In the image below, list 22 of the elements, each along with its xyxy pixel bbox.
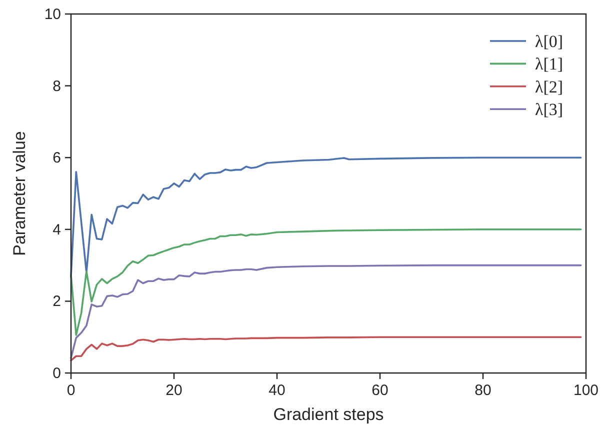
legend-label: λ[2] <box>535 77 564 96</box>
x-tick-label: 100 <box>573 382 599 399</box>
legend-label: λ[0] <box>535 32 564 51</box>
y-tick-label: 6 <box>52 150 61 167</box>
line-series <box>70 336 582 362</box>
x-axis-title: Gradient steps <box>273 405 384 424</box>
x-tick-label: 20 <box>166 382 182 399</box>
line-series <box>70 156 582 278</box>
x-tick-label: 0 <box>66 382 76 399</box>
line-series <box>70 264 582 359</box>
legend-label: λ[1] <box>535 54 564 74</box>
y-axis-title: Parameter value <box>10 131 29 256</box>
y-tick-label: 10 <box>44 6 61 23</box>
y-tick-label: 4 <box>52 221 61 238</box>
x-tick-label: 60 <box>372 382 388 399</box>
x-tick-label: 80 <box>474 382 492 399</box>
legend-label: λ[3] <box>535 100 564 120</box>
y-tick-label: 2 <box>52 293 61 310</box>
y-tick-label: 0 <box>52 365 61 382</box>
line-series <box>70 228 582 336</box>
x-tick-label: 40 <box>268 382 286 399</box>
y-tick-label: 8 <box>52 78 61 95</box>
